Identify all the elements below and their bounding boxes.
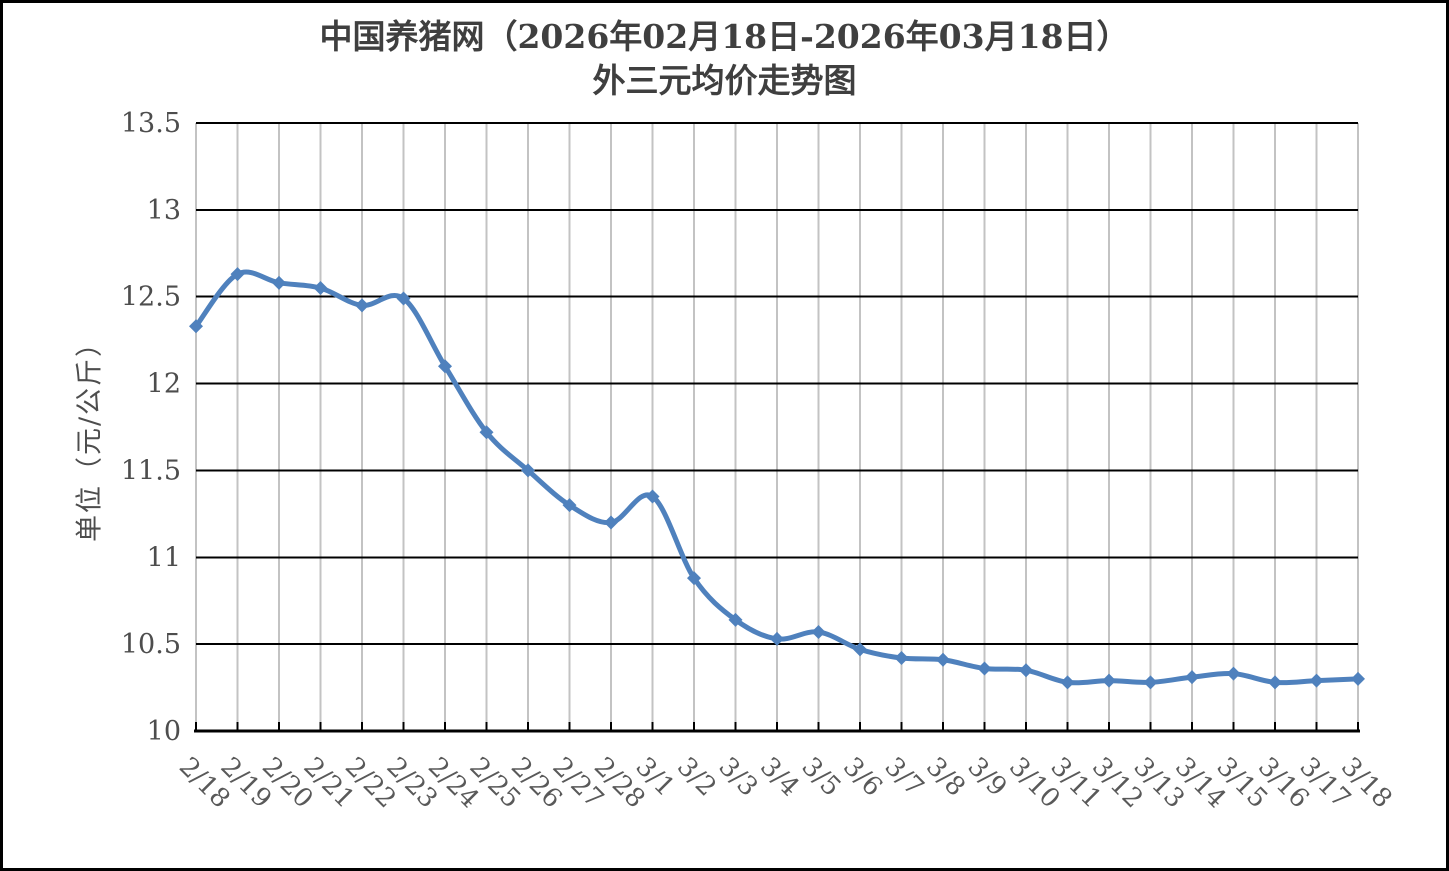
y-axis-tick-label: 11 xyxy=(147,542,181,573)
x-axis-tick-label: 3/4 xyxy=(754,752,805,803)
data-point-marker xyxy=(1143,675,1158,690)
data-point-marker xyxy=(604,515,618,530)
x-axis-tick-label: 3/3 xyxy=(713,752,764,803)
x-axis-tick-label: 3/5 xyxy=(796,752,847,803)
data-point-marker xyxy=(811,624,826,639)
x-axis-tick-label: 3/9 xyxy=(962,752,1013,803)
data-point-marker xyxy=(562,498,577,513)
data-point-marker xyxy=(1226,666,1241,681)
data-point-marker xyxy=(230,267,245,282)
data-point-marker xyxy=(977,661,992,676)
data-point-marker xyxy=(645,489,660,504)
y-axis-tick-label: 13.5 xyxy=(121,108,181,139)
chart-title-line1: 中国养猪网（2026年02月18日-2026年03月18日） xyxy=(319,17,1130,56)
data-point-marker xyxy=(479,425,494,440)
chart-title-line2: 外三元均价走势图 xyxy=(592,60,857,100)
y-axis-tick-label: 11.5 xyxy=(121,455,181,486)
data-point-marker xyxy=(936,652,950,667)
data-point-marker xyxy=(1185,670,1199,685)
data-point-marker xyxy=(438,359,452,374)
y-axis-tick-label: 12.5 xyxy=(121,282,181,313)
x-axis-tick-label: 3/8 xyxy=(920,752,971,803)
data-point-marker xyxy=(728,612,743,627)
data-point-marker xyxy=(1268,675,1282,690)
data-point-marker xyxy=(687,571,701,586)
data-point-marker xyxy=(1102,673,1116,688)
data-point-marker xyxy=(189,319,203,334)
data-point-marker xyxy=(770,631,784,646)
y-axis-tick-label: 10.5 xyxy=(121,629,181,660)
data-point-marker xyxy=(1060,675,1075,690)
data-point-marker xyxy=(313,281,328,296)
data-point-marker xyxy=(853,642,867,657)
data-point-marker xyxy=(272,275,286,290)
data-point-marker xyxy=(355,298,369,313)
data-point-marker xyxy=(894,651,909,666)
data-point-marker xyxy=(521,463,535,478)
y-axis-tick-label: 12 xyxy=(147,369,181,400)
price-trend-line-chart: 13.51312.51211.51110.5102/182/192/202/21… xyxy=(121,108,1398,814)
data-point-marker xyxy=(1309,673,1324,688)
chart-title: 中国养猪网（2026年02月18日-2026年03月18日） 外三元均价走势图 xyxy=(3,15,1446,102)
data-point-marker xyxy=(396,291,411,306)
x-axis-tick-label: 3/7 xyxy=(879,752,930,803)
y-axis-tick-label: 10 xyxy=(147,716,181,747)
x-axis-tick-label: 3/6 xyxy=(837,752,888,803)
x-axis-tick-label: 3/2 xyxy=(671,752,722,803)
data-point-marker xyxy=(1351,671,1365,686)
data-point-marker xyxy=(1019,663,1033,678)
y-axis-tick-label: 13 xyxy=(147,195,181,226)
